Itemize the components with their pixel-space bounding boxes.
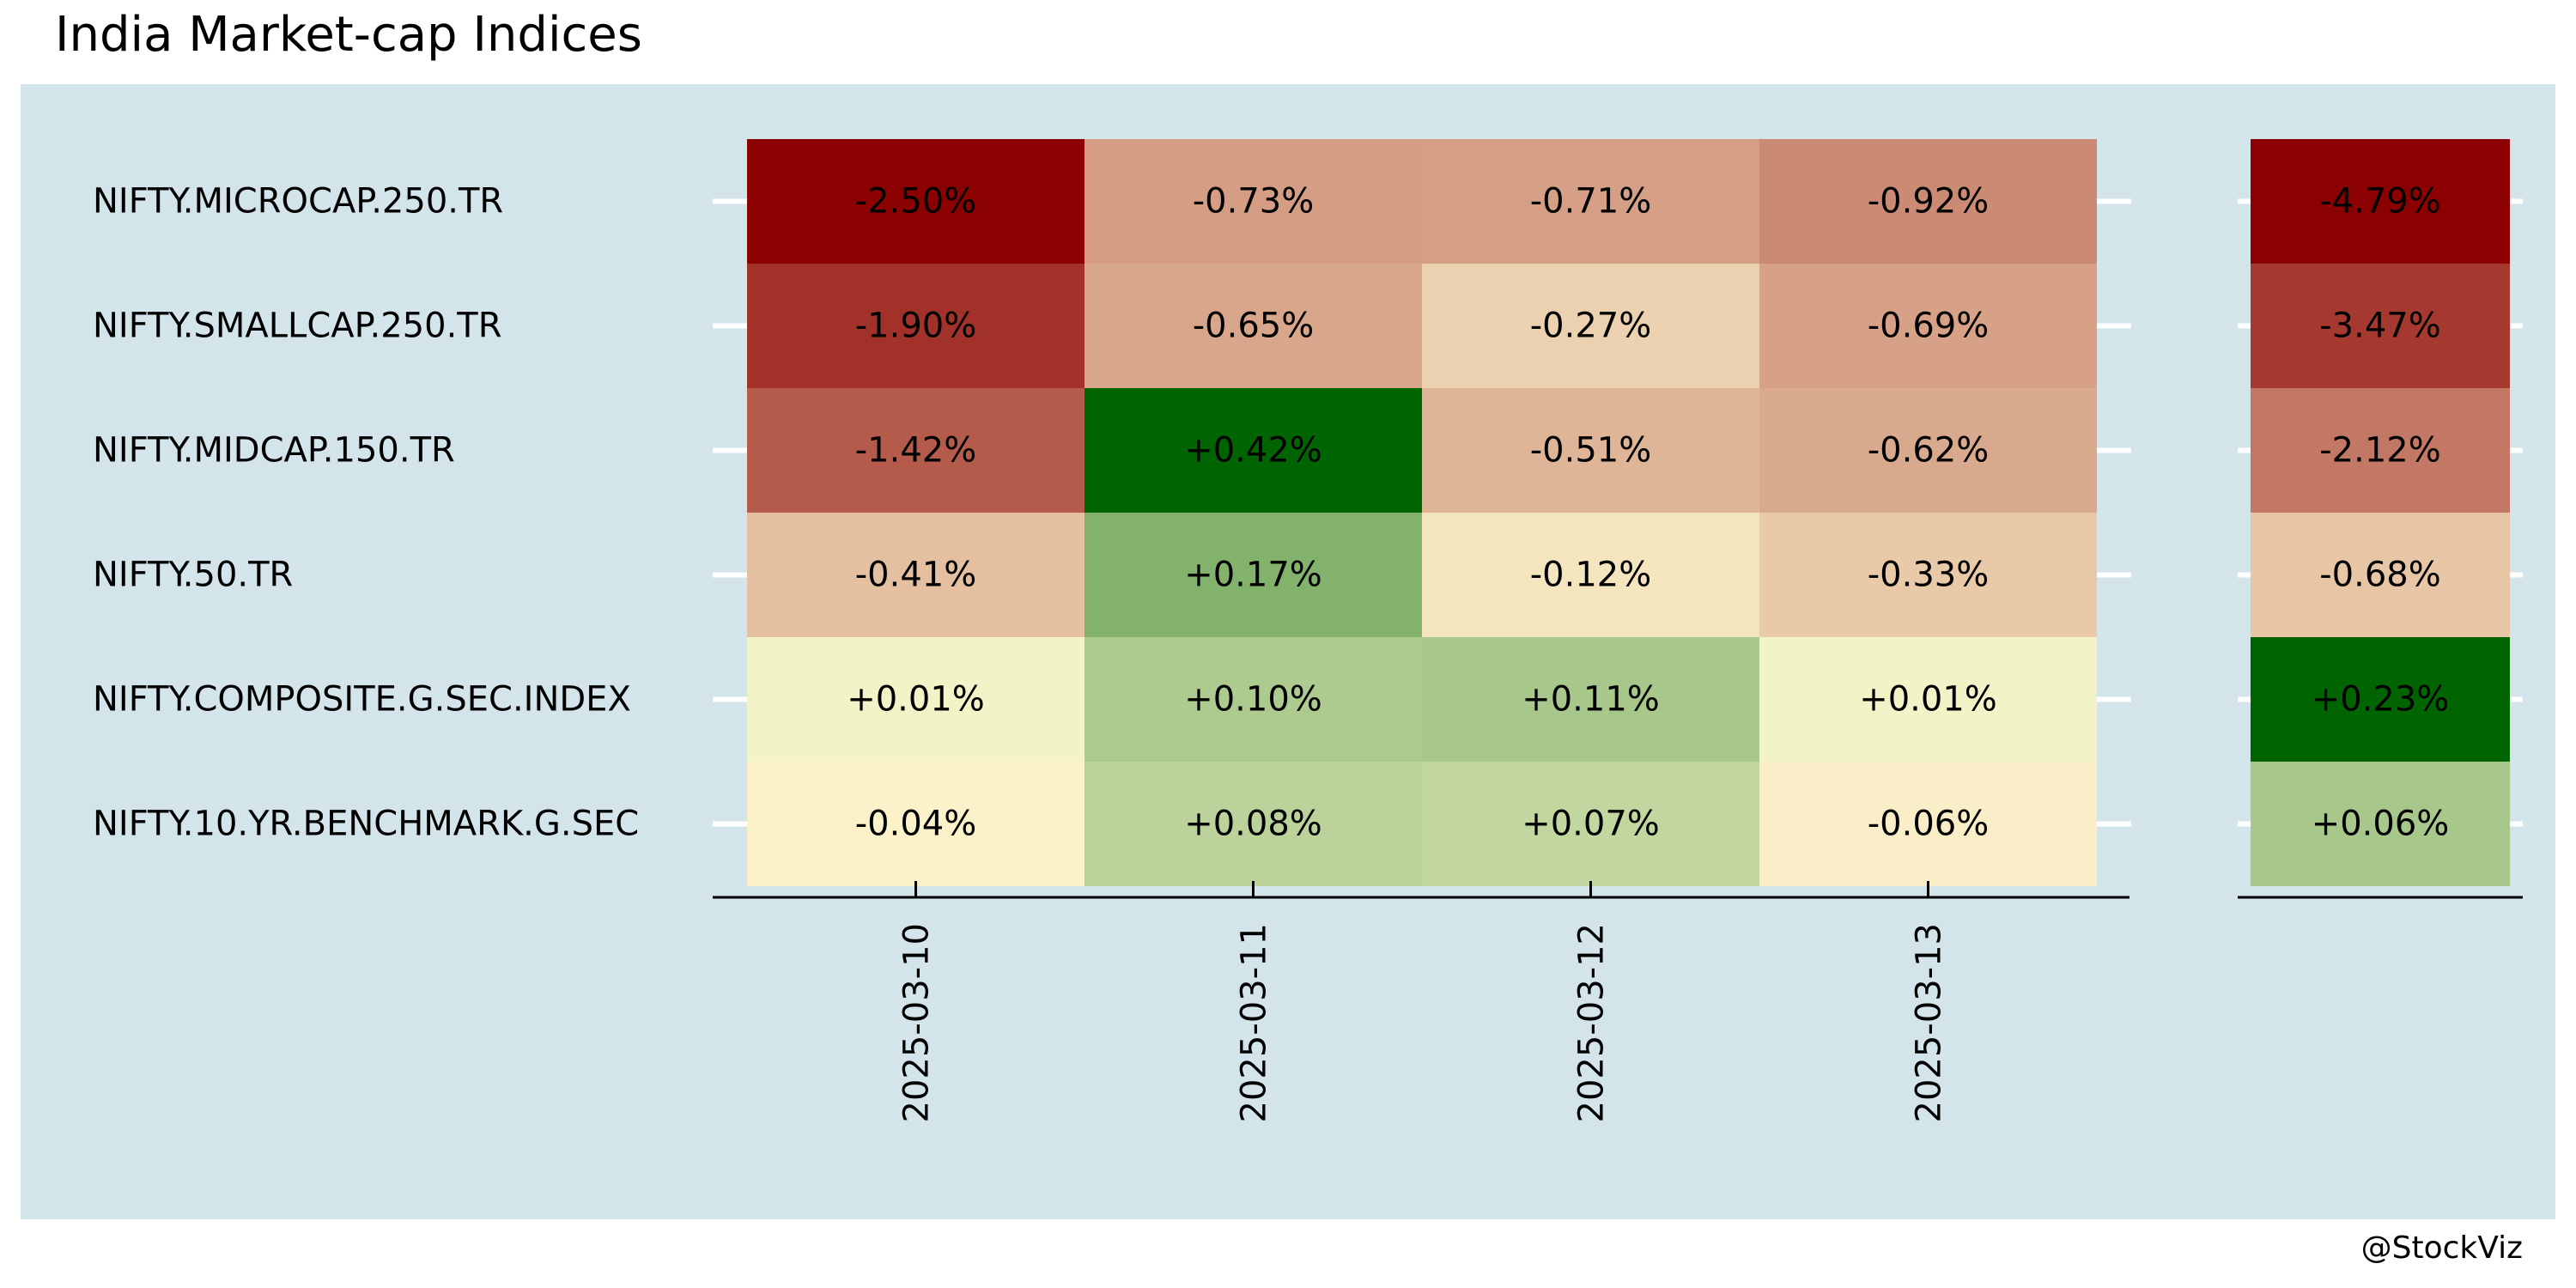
row-label: NIFTY.50.TR — [93, 556, 293, 595]
heatmap-cell — [1759, 762, 2097, 886]
heatmap-cell — [747, 637, 1084, 762]
cell-label: -0.69% — [1868, 307, 1990, 346]
cell-label: +0.08% — [1184, 805, 1322, 844]
cell-label: -0.92% — [1868, 182, 1990, 222]
cell-label: +0.42% — [1184, 431, 1322, 471]
cell-label: -0.51% — [1530, 431, 1652, 471]
row-label: NIFTY.COMPOSITE.G.SEC.INDEX — [93, 680, 631, 720]
total-label: +0.23% — [2312, 680, 2450, 720]
heatmap-cell — [747, 388, 1084, 513]
cell-label: -0.12% — [1530, 556, 1652, 595]
heatmap-cell — [1084, 139, 1422, 264]
heatmap-cell — [1759, 264, 2097, 388]
cell-label: -0.65% — [1193, 307, 1315, 346]
main-heatmap — [747, 139, 2097, 886]
cell-label: +0.07% — [1522, 805, 1660, 844]
heatmap-cell — [747, 762, 1084, 886]
row-label: NIFTY.SMALLCAP.250.TR — [93, 307, 502, 346]
heatmap-cell — [1759, 139, 2097, 264]
total-cell-labels: -4.79% -3.47% -2.12% -0.68% +0.23% +0.06% — [2312, 182, 2450, 844]
total-label: -0.68% — [2319, 556, 2441, 595]
credit-label: @StockViz — [2360, 1230, 2523, 1266]
total-cell — [2251, 637, 2510, 762]
heatmap-cell — [747, 513, 1084, 637]
heatmap-cell — [1422, 388, 1759, 513]
column-label: 2025-03-13 — [1910, 923, 1949, 1122]
row-label: NIFTY.MICROCAP.250.TR — [93, 182, 503, 222]
heatmap-cell — [1084, 264, 1422, 388]
heatmap-cell — [1422, 762, 1759, 886]
heatmap-cell — [1422, 264, 1759, 388]
total-cell — [2251, 762, 2510, 886]
total-cell — [2251, 513, 2510, 637]
heatmap-cell — [1759, 513, 2097, 637]
total-cell — [2251, 388, 2510, 513]
cell-label: -0.73% — [1193, 182, 1315, 222]
heatmap-cell — [747, 264, 1084, 388]
total-label: -3.47% — [2319, 307, 2441, 346]
heatmap-cell — [1759, 637, 2097, 762]
cell-label: -0.62% — [1868, 431, 1990, 471]
cell-label: -0.41% — [855, 556, 977, 595]
row-label: NIFTY.10.YR.BENCHMARK.G.SEC — [93, 805, 639, 844]
heatmap-cell — [1084, 388, 1422, 513]
cell-label: -0.04% — [855, 805, 977, 844]
chart-title: India Market-cap Indices — [55, 7, 642, 63]
total-label: +0.06% — [2312, 805, 2450, 844]
cell-label: +0.11% — [1522, 680, 1660, 720]
row-labels: NIFTY.MICROCAP.250.TR NIFTY.SMALLCAP.250.… — [93, 182, 639, 844]
cell-label: -0.06% — [1868, 805, 1990, 844]
column-labels: 2025-03-10 2025-03-11 2025-03-12 2025-03-13 — [897, 881, 1949, 1122]
column-label: 2025-03-10 — [897, 923, 937, 1122]
cell-label: +0.10% — [1184, 680, 1322, 720]
cell-label: +0.01% — [847, 680, 985, 720]
column-label: 2025-03-11 — [1235, 923, 1274, 1122]
column-label: 2025-03-12 — [1572, 923, 1612, 1122]
total-heatmap — [2251, 139, 2510, 886]
heatmap-cell — [1422, 139, 1759, 264]
main-cell-labels: -2.50% -0.73% -0.71% -0.92% -1.90% -0.65% -0.2… — [847, 182, 1997, 844]
cell-label: -2.50% — [855, 182, 977, 222]
heatmap-cell — [1759, 388, 2097, 513]
heatmap-cell — [1084, 513, 1422, 637]
total-cell — [2251, 264, 2510, 388]
total-label: -2.12% — [2319, 431, 2441, 471]
heatmap-cell — [1084, 637, 1422, 762]
axis-ticks — [713, 198, 2523, 899]
cell-label: +0.17% — [1184, 556, 1322, 595]
heatmap-cell — [1422, 513, 1759, 637]
row-label: NIFTY.MIDCAP.150.TR — [93, 431, 455, 471]
cell-label: -0.27% — [1530, 307, 1652, 346]
total-label: -4.79% — [2319, 182, 2441, 222]
cell-label: +0.01% — [1859, 680, 1997, 720]
heatmap-cell — [747, 139, 1084, 264]
cell-label: -1.90% — [855, 307, 977, 346]
heatmap-cell — [1422, 637, 1759, 762]
cell-label: -0.33% — [1868, 556, 1990, 595]
heatmap-cell — [1084, 762, 1422, 886]
cell-label: -1.42% — [855, 431, 977, 471]
cell-label: -0.71% — [1530, 182, 1652, 222]
total-cell — [2251, 139, 2510, 264]
